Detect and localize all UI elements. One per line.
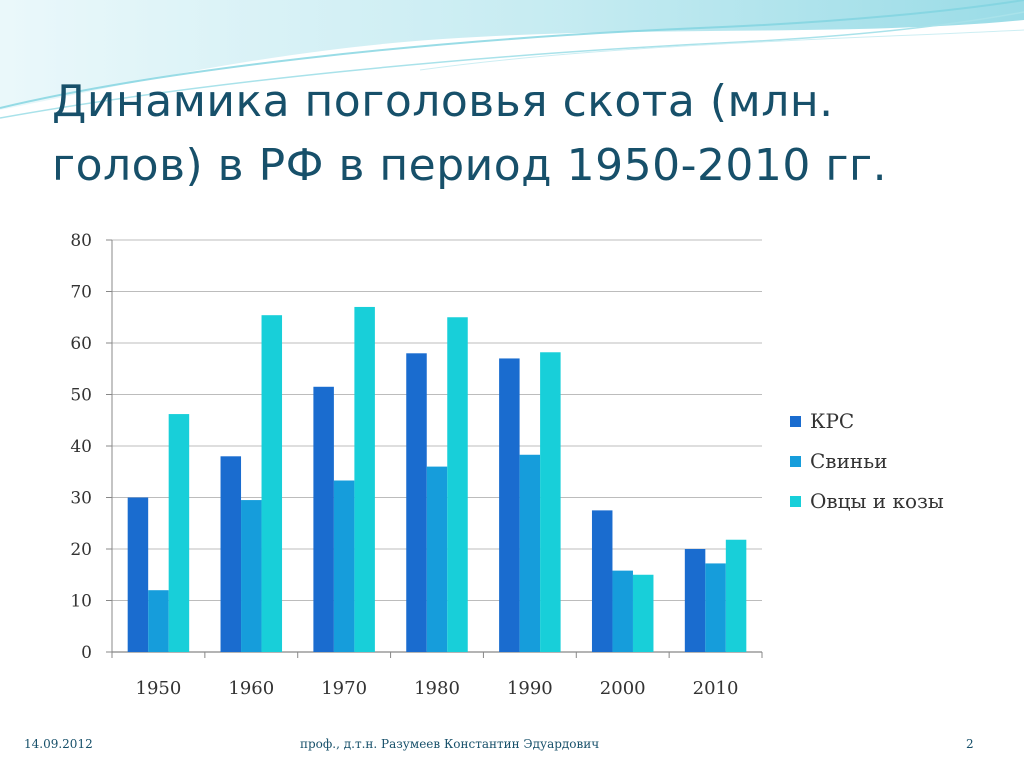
bar xyxy=(725,539,747,652)
bar xyxy=(426,466,448,652)
legend-swatch xyxy=(790,456,801,467)
legend-swatch xyxy=(790,416,801,427)
bar xyxy=(168,414,190,652)
bar xyxy=(261,315,283,652)
page-number: 2 xyxy=(966,737,974,751)
x-tick-label: 1980 xyxy=(414,678,460,699)
bar xyxy=(591,510,613,652)
legend-label: Свиньи xyxy=(810,449,887,473)
bar xyxy=(612,570,633,652)
x-tick-label: 1960 xyxy=(228,678,274,699)
x-tick-label: 2010 xyxy=(693,678,739,699)
bar xyxy=(705,563,726,652)
y-tick-label: 30 xyxy=(70,489,92,509)
x-tick-label: 2000 xyxy=(600,678,646,699)
bar xyxy=(406,353,427,652)
bar xyxy=(540,352,561,652)
y-tick-label: 40 xyxy=(70,437,92,457)
y-tick-label: 60 xyxy=(70,334,92,354)
y-tick-label: 50 xyxy=(70,386,92,406)
footer-author: проф., д.т.н. Разумеев Константин Эдуард… xyxy=(300,737,600,751)
header-wave-decoration xyxy=(0,0,1024,119)
legend-label: КРС xyxy=(810,409,854,433)
y-tick-label: 70 xyxy=(70,283,92,303)
bar xyxy=(220,456,242,652)
bar xyxy=(148,590,169,652)
y-tick-label: 0 xyxy=(81,643,92,663)
x-tick-label: 1990 xyxy=(507,678,553,699)
bar xyxy=(519,454,541,652)
y-tick-label: 80 xyxy=(70,231,92,251)
bar xyxy=(632,574,654,652)
y-tick-label: 10 xyxy=(70,592,92,612)
bar xyxy=(333,480,355,652)
bar xyxy=(241,500,262,652)
slide-title: Динамика поголовья скота (млн. голов) в … xyxy=(52,70,1002,198)
bar xyxy=(447,317,468,652)
legend-swatch xyxy=(790,496,801,507)
x-tick-label: 1970 xyxy=(321,678,367,699)
x-tick-label: 1950 xyxy=(136,678,182,699)
bar xyxy=(313,386,334,652)
slide-title-line-1: Динамика поголовья скота (млн. xyxy=(52,76,834,127)
footer-date: 14.09.2012 xyxy=(24,737,93,751)
legend-label: Овцы и козы xyxy=(810,489,944,513)
bar xyxy=(684,549,706,652)
bar xyxy=(499,358,520,652)
slide-title-line-2: голов) в РФ в период 1950-2010 гг. xyxy=(52,140,888,191)
bar xyxy=(354,306,375,652)
bar xyxy=(127,497,149,652)
y-tick-label: 20 xyxy=(70,540,92,560)
